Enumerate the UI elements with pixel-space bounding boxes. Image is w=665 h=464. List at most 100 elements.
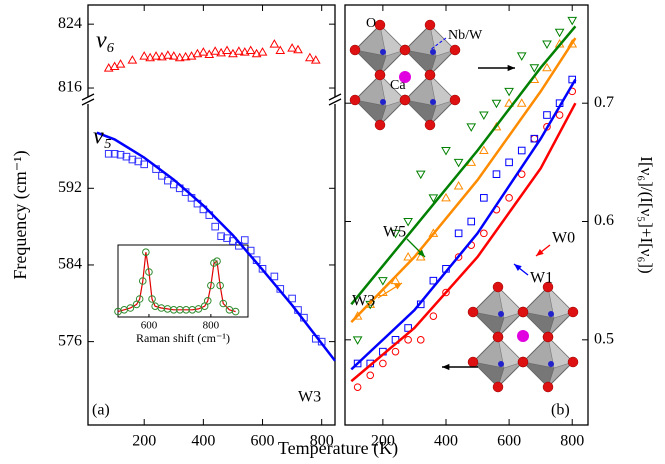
y-tick-label: 584 <box>58 256 82 273</box>
x-tick-label: 600 <box>497 433 521 450</box>
arrow-head <box>394 283 402 290</box>
axis-break <box>329 97 341 104</box>
o-atom <box>542 381 554 393</box>
y-tick-label: 816 <box>58 79 82 96</box>
marker <box>127 55 138 64</box>
octahedron-face <box>547 286 574 319</box>
o-atom <box>542 281 554 293</box>
marker <box>110 149 119 158</box>
marker <box>517 146 526 155</box>
marker <box>403 251 413 261</box>
line <box>350 78 577 371</box>
marker <box>310 55 321 64</box>
x-axis-label: Raman shift (cm⁻¹) <box>136 331 230 345</box>
marker <box>352 311 363 320</box>
marker <box>239 47 250 56</box>
octahedron-face <box>497 336 524 369</box>
marker <box>288 294 296 303</box>
marker <box>210 46 221 55</box>
marker <box>530 134 539 143</box>
marker <box>555 111 564 119</box>
marker <box>415 251 426 261</box>
panel-frame <box>344 4 589 426</box>
octahedron-face <box>404 99 437 126</box>
x-tick-label: 400 <box>191 433 215 450</box>
marker <box>145 52 155 62</box>
marker <box>467 217 476 226</box>
marker <box>157 51 167 61</box>
o-atom <box>542 331 554 343</box>
o-atom <box>449 44 461 56</box>
x-tick-label: 400 <box>434 433 458 450</box>
marker <box>353 383 362 391</box>
marker <box>240 236 249 244</box>
octahedron-face <box>472 361 505 388</box>
x-tick-label: 200 <box>132 433 156 450</box>
marker <box>554 28 565 38</box>
y-tick-label: 0.6 <box>594 212 614 229</box>
x-axis-label: Temperature (K) <box>278 438 398 459</box>
marker <box>428 194 439 203</box>
marker <box>416 336 425 344</box>
octahedron-face <box>379 74 406 107</box>
o-atom <box>517 356 529 368</box>
marker <box>441 147 451 156</box>
o-atom <box>567 356 579 368</box>
y-tick-label: 824 <box>58 15 82 32</box>
marker <box>135 295 144 303</box>
arrow-head <box>417 249 425 257</box>
marker <box>211 222 219 231</box>
series-label: W0 <box>552 230 575 247</box>
y-tick-label: 0.7 <box>594 94 614 111</box>
octahedron-face <box>547 336 574 369</box>
y-tick-label: 576 <box>58 332 82 349</box>
marker <box>530 134 539 143</box>
annotation-leader <box>429 37 447 51</box>
marker <box>429 312 438 320</box>
line <box>350 37 577 323</box>
marker <box>207 281 215 290</box>
y-tick-label: 592 <box>58 179 82 196</box>
marker <box>480 194 488 202</box>
marker <box>478 145 489 155</box>
nb-atom <box>498 311 504 317</box>
x-tick-label: 200 <box>371 433 395 450</box>
ca-atom <box>517 330 529 342</box>
panel-frame <box>87 4 336 426</box>
marker <box>257 47 268 56</box>
marker <box>213 257 221 266</box>
axis-break <box>328 93 342 101</box>
marker <box>441 192 451 202</box>
marker <box>353 359 362 368</box>
marker <box>415 170 426 180</box>
marker <box>128 155 137 164</box>
o-atom <box>567 306 579 318</box>
sample-label: W3 <box>298 389 321 406</box>
marker <box>567 16 578 26</box>
arrow-head <box>442 363 450 371</box>
nb-atom <box>498 361 504 367</box>
nb-atom <box>548 361 554 367</box>
marker <box>104 149 113 158</box>
axis-break <box>82 97 94 104</box>
annotation: Ca <box>390 78 406 93</box>
o-atom <box>449 94 461 106</box>
marker <box>258 264 267 273</box>
marker <box>116 150 125 159</box>
octahedron-face <box>522 361 555 388</box>
marker <box>287 43 297 52</box>
marker <box>378 277 388 286</box>
marker <box>293 44 303 54</box>
marker <box>138 277 147 285</box>
o-atom <box>399 94 411 106</box>
annotation: Nb/W <box>448 28 483 43</box>
nb-atom <box>430 99 436 105</box>
nb-atom <box>548 311 554 317</box>
x-tick-label: 600 <box>251 433 275 450</box>
marker <box>505 158 513 167</box>
marker <box>454 253 463 261</box>
marker <box>145 268 153 276</box>
line <box>96 131 336 362</box>
marker <box>429 276 438 285</box>
octahedron-face <box>472 311 505 338</box>
